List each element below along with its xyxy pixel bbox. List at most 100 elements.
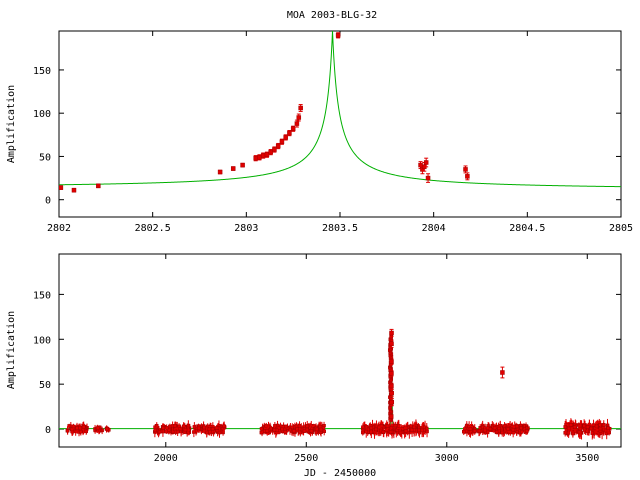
season-point xyxy=(259,427,264,431)
season-point xyxy=(515,424,519,429)
season-point xyxy=(494,430,499,434)
top-data-point xyxy=(260,153,266,158)
bottom-y-axis-label: Amplification xyxy=(6,311,17,389)
top-x-tick-label: 2803 xyxy=(234,223,258,234)
season-point xyxy=(606,426,610,431)
top-plot-frame xyxy=(58,30,622,218)
season-point xyxy=(572,425,577,429)
season-point xyxy=(202,425,206,430)
season-point xyxy=(361,430,365,435)
season-point xyxy=(283,430,288,434)
season-point xyxy=(298,430,303,435)
season-point xyxy=(578,426,583,431)
season-point xyxy=(65,429,70,433)
season-point xyxy=(369,426,374,430)
season-point xyxy=(598,426,603,431)
season-point xyxy=(294,424,299,428)
season-point xyxy=(75,426,79,430)
top-model-curve xyxy=(59,31,621,188)
top-plot-area xyxy=(59,31,621,193)
season-point xyxy=(492,426,497,430)
season-point xyxy=(217,430,222,435)
bottom-x-tick-label: 2500 xyxy=(294,453,318,464)
bottom-y-tick-label: 150 xyxy=(33,290,51,301)
top-data-point xyxy=(240,162,245,168)
top-data-point xyxy=(253,155,258,161)
bottom-data-point xyxy=(389,341,394,347)
bottom-x-tick-label: 2000 xyxy=(154,453,178,464)
top-y-tick-label: 100 xyxy=(33,109,51,120)
season-point xyxy=(284,424,288,429)
top-data-point xyxy=(465,174,470,179)
season-point xyxy=(563,425,567,429)
season-point xyxy=(520,430,524,434)
season-point xyxy=(67,424,71,428)
top-data-point xyxy=(283,135,288,140)
season-point xyxy=(603,428,608,433)
season-point xyxy=(71,424,76,429)
top-data-point xyxy=(272,147,277,152)
season-point xyxy=(374,427,378,432)
bottom-x-tick-label: 3500 xyxy=(575,453,599,464)
bottom-plot-frame xyxy=(58,253,622,448)
season-point xyxy=(397,424,401,428)
season-point xyxy=(181,424,186,429)
season-point xyxy=(309,429,314,433)
top-data-point xyxy=(217,169,223,175)
season-point xyxy=(280,427,284,432)
season-point xyxy=(569,423,573,427)
season-point xyxy=(297,423,302,428)
season-point xyxy=(511,427,516,432)
top-x-tick-label: 2805 xyxy=(609,223,633,234)
top-data-point xyxy=(290,126,296,132)
season-point xyxy=(377,425,381,430)
season-point xyxy=(403,429,408,433)
top-y-tick-label: 150 xyxy=(33,66,51,77)
bottom-data-point xyxy=(389,399,395,405)
bottom-data-point xyxy=(389,390,394,396)
season-point xyxy=(173,423,177,428)
season-point xyxy=(381,430,386,434)
top-y-tick-label: 0 xyxy=(45,196,51,207)
bottom-y-tick-label: 100 xyxy=(33,335,51,346)
season-point xyxy=(214,426,219,430)
season-point xyxy=(477,429,482,433)
bottom-data-point xyxy=(388,414,394,419)
season-point xyxy=(389,426,394,430)
season-point xyxy=(582,423,586,428)
bottom-data-point xyxy=(500,370,505,375)
season-point xyxy=(153,428,157,433)
season-point xyxy=(161,426,165,430)
season-point xyxy=(157,429,162,434)
top-data-point xyxy=(264,152,270,157)
season-point xyxy=(468,427,473,431)
season-point xyxy=(519,426,523,430)
bottom-x-tick-label: 3000 xyxy=(435,453,459,464)
season-point xyxy=(95,426,100,430)
bottom-y-tick-label: 50 xyxy=(39,380,51,391)
top-data-point xyxy=(71,187,77,193)
season-point xyxy=(177,424,181,428)
season-point xyxy=(417,428,421,433)
season-point xyxy=(154,423,159,428)
season-point xyxy=(192,430,196,434)
season-point xyxy=(409,428,414,432)
top-y-axis-label: Amplification xyxy=(6,85,17,163)
bottom-y-tick-label: 0 xyxy=(45,425,51,436)
top-x-tick-label: 2804 xyxy=(422,223,446,234)
chart-title: MOA 2003-BLG-32 xyxy=(287,10,377,21)
top-data-point xyxy=(275,143,281,149)
season-point xyxy=(571,431,575,436)
season-point xyxy=(385,424,390,428)
season-point xyxy=(186,423,191,428)
season-point xyxy=(488,427,493,431)
top-data-point xyxy=(279,139,285,144)
top-x-tick-label: 2802.5 xyxy=(135,223,171,234)
top-x-tick-label: 2802 xyxy=(47,223,71,234)
season-point xyxy=(506,426,510,431)
season-point xyxy=(192,425,197,429)
bottom-plot-area xyxy=(59,328,621,440)
top-x-tick-label: 2804.5 xyxy=(509,223,545,234)
season-point xyxy=(577,430,582,435)
season-point xyxy=(292,429,296,433)
